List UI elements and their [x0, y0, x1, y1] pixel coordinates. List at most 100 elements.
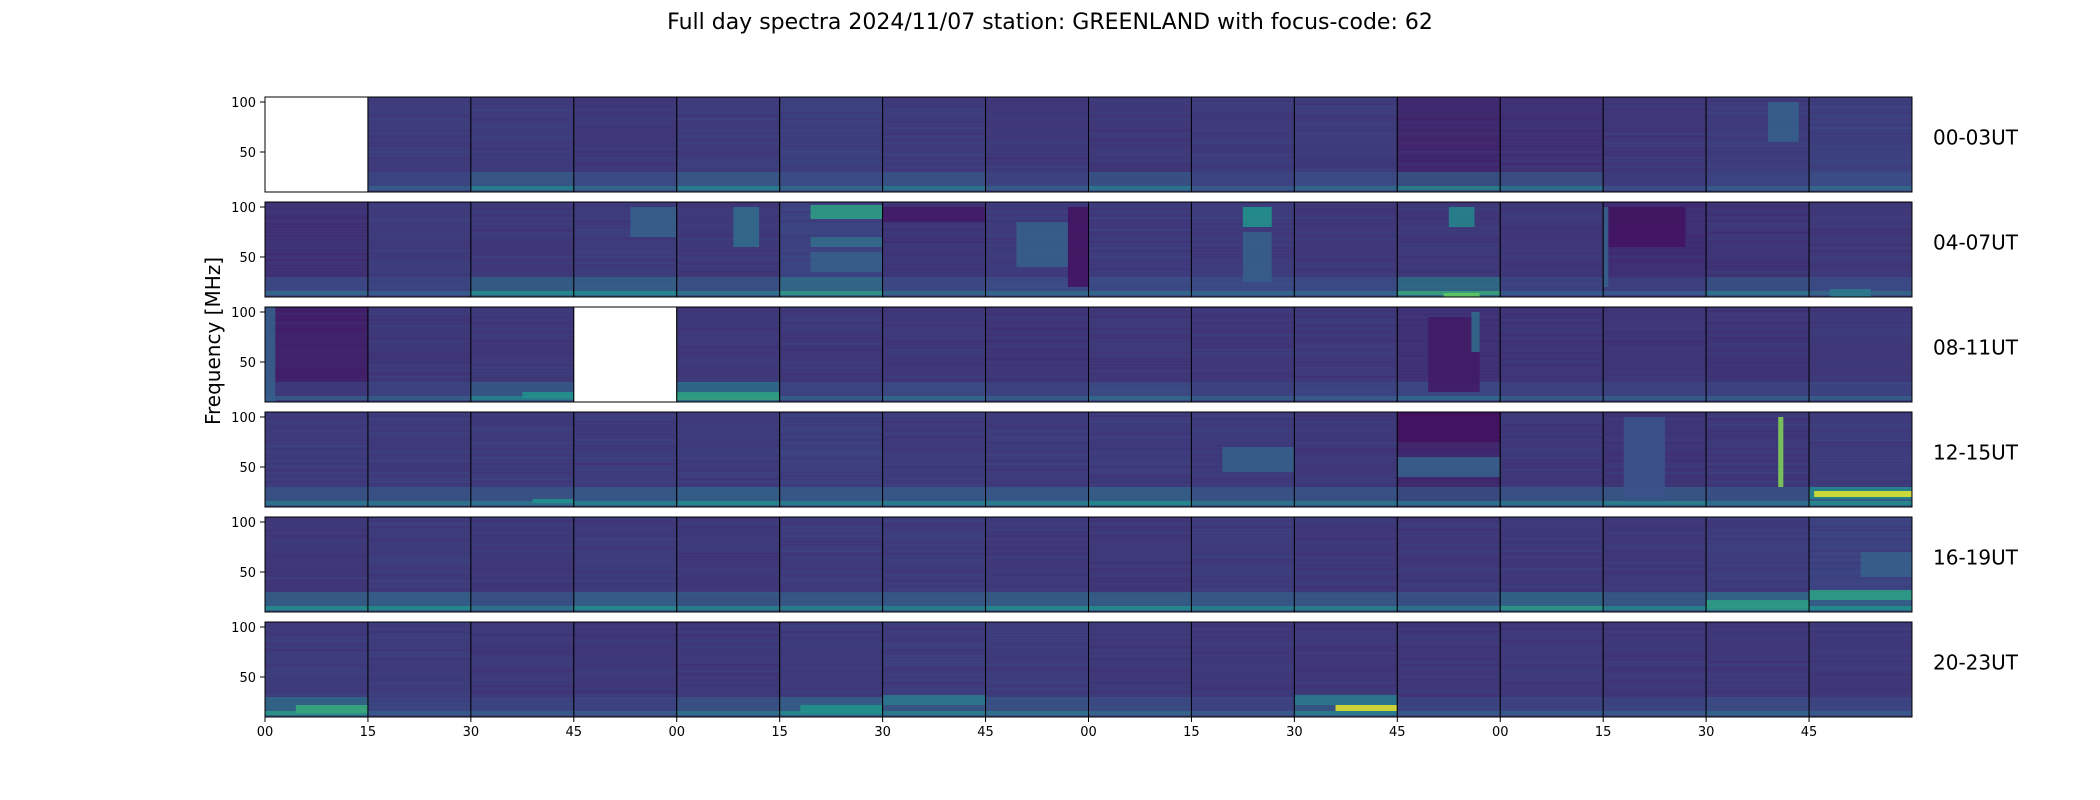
emission-band	[810, 205, 883, 219]
noise-stripe	[1706, 625, 1810, 627]
noise-stripe	[1500, 118, 1604, 120]
noise-stripe	[1294, 643, 1398, 645]
y-tick-label: 50	[239, 251, 256, 266]
noise-stripe	[985, 544, 1089, 546]
low-band-bright	[1191, 501, 1295, 505]
noise-stripe	[1603, 412, 1707, 414]
noise-stripe	[1706, 370, 1810, 372]
noise-stripe	[1603, 670, 1707, 672]
noise-stripe	[1088, 646, 1192, 648]
noise-stripe	[1706, 349, 1810, 351]
noise-stripe	[1706, 256, 1810, 258]
noise-stripe	[985, 109, 1089, 111]
noise-stripe	[367, 667, 471, 669]
row-label: 20-23UT	[1933, 651, 2019, 675]
noise-stripe	[573, 589, 677, 591]
noise-stripe	[367, 151, 471, 153]
noise-stripe	[573, 133, 677, 135]
noise-stripe	[882, 628, 986, 630]
noise-stripe	[882, 157, 986, 159]
noise-stripe	[676, 418, 780, 420]
noise-stripe	[1706, 376, 1810, 378]
noise-stripe	[1809, 442, 1912, 444]
noise-stripe	[1500, 340, 1604, 342]
noise-stripe	[1706, 142, 1810, 144]
low-band-bright	[1191, 606, 1295, 610]
noise-stripe	[985, 340, 1089, 342]
noise-stripe	[1191, 421, 1295, 423]
noise-stripe	[1603, 568, 1707, 570]
noise-stripe	[676, 631, 780, 633]
noise-stripe	[1809, 631, 1912, 633]
noise-stripe	[676, 217, 780, 219]
noise-stripe	[779, 541, 883, 543]
noise-stripe	[470, 229, 574, 231]
noise-stripe	[1294, 118, 1398, 120]
noise-stripe	[676, 307, 780, 309]
noise-stripe	[1500, 139, 1604, 141]
y-tick-label: 50	[239, 461, 256, 476]
noise-stripe	[265, 271, 368, 273]
noise-stripe	[1294, 547, 1398, 549]
noise-stripe	[676, 112, 780, 114]
noise-stripe	[265, 646, 368, 648]
spectrum-panel	[470, 201, 575, 298]
noise-stripe	[1809, 133, 1912, 135]
noise-stripe	[1191, 517, 1295, 519]
noise-stripe	[1191, 370, 1295, 372]
noise-stripe	[1706, 571, 1810, 573]
noise-stripe	[1809, 100, 1912, 102]
noise-stripe	[1088, 235, 1192, 237]
noise-stripe	[1294, 475, 1398, 477]
y-tick-label: 100	[231, 411, 256, 426]
low-band-bright	[779, 396, 883, 400]
noise-stripe	[779, 154, 883, 156]
noise-stripe	[265, 559, 368, 561]
noise-stripe	[882, 166, 986, 168]
noise-stripe	[779, 526, 883, 528]
noise-stripe	[265, 346, 368, 348]
noise-stripe	[1706, 553, 1810, 555]
noise-stripe	[367, 310, 471, 312]
noise-stripe	[1706, 268, 1810, 270]
noise-stripe	[1603, 667, 1707, 669]
noise-stripe	[676, 265, 780, 267]
noise-stripe	[985, 364, 1089, 366]
noise-stripe	[779, 343, 883, 345]
noise-stripe	[882, 583, 986, 585]
noise-stripe	[1191, 682, 1295, 684]
noise-stripe	[265, 637, 368, 639]
noise-stripe	[573, 664, 677, 666]
noise-stripe	[882, 664, 986, 666]
noise-stripe	[1706, 622, 1810, 624]
noise-stripe	[367, 679, 471, 681]
noise-stripe	[985, 361, 1089, 363]
noise-stripe	[1191, 307, 1295, 309]
noise-stripe	[676, 361, 780, 363]
noise-stripe	[1809, 481, 1912, 483]
noise-stripe	[1809, 166, 1912, 168]
noise-stripe	[985, 541, 1089, 543]
noise-stripe	[1603, 142, 1707, 144]
noise-stripe	[1809, 331, 1912, 333]
noise-stripe	[1500, 337, 1604, 339]
emission-band	[882, 207, 986, 222]
noise-stripe	[1294, 415, 1398, 417]
noise-stripe	[1809, 691, 1912, 693]
noise-stripe	[1191, 634, 1295, 636]
low-band-bright	[1603, 291, 1707, 295]
noise-stripe	[1397, 157, 1501, 159]
noise-stripe	[1294, 691, 1398, 693]
noise-stripe	[1809, 274, 1912, 276]
noise-stripe	[882, 136, 986, 138]
noise-stripe	[265, 664, 368, 666]
noise-stripe	[882, 343, 986, 345]
noise-stripe	[470, 658, 574, 660]
noise-stripe	[985, 580, 1089, 582]
noise-stripe	[573, 256, 677, 258]
noise-stripe	[1088, 562, 1192, 564]
noise-stripe	[779, 658, 883, 660]
noise-stripe	[882, 205, 986, 207]
low-band-bright	[1294, 396, 1398, 400]
noise-stripe	[1500, 466, 1604, 468]
